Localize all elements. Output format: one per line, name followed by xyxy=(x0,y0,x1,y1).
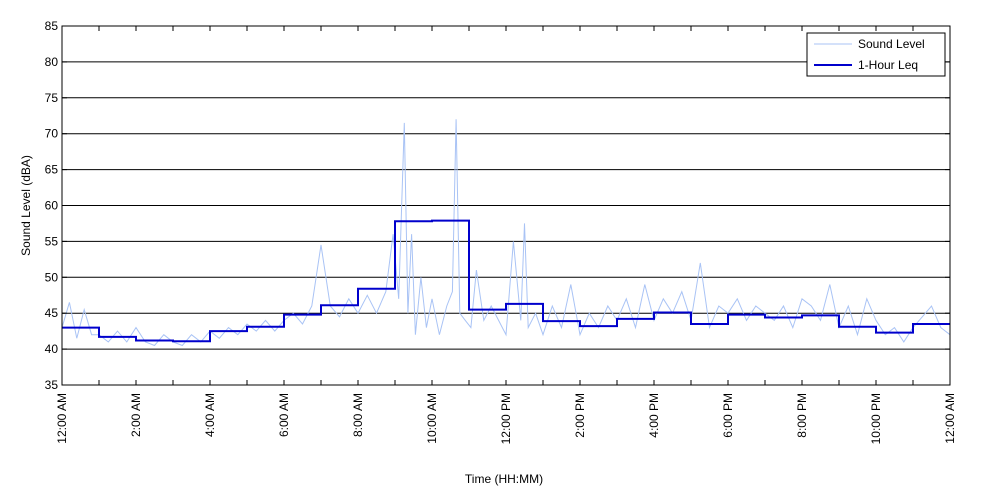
xtick-label-3: 6:00 AM xyxy=(277,393,291,437)
ytick-label-40: 40 xyxy=(45,342,59,356)
xtick-label-5: 10:00 AM xyxy=(425,393,439,444)
sound-level-series xyxy=(61,119,951,347)
ytick-label-65: 65 xyxy=(45,163,59,177)
ytick-label-35: 35 xyxy=(45,378,59,392)
ytick-label-75: 75 xyxy=(45,91,59,105)
xtick-label-9: 6:00 PM xyxy=(721,393,735,438)
ytick-label-80: 80 xyxy=(45,55,59,69)
xtick-label-12: 12:00 AM xyxy=(943,393,957,444)
ytick-label-70: 70 xyxy=(45,127,59,141)
xtick-label-6: 12:00 PM xyxy=(499,393,513,444)
ytick-label-45: 45 xyxy=(45,306,59,320)
legend: Sound Level 1-Hour Leq xyxy=(806,32,946,77)
x-axis-title: Time (HH:MM) xyxy=(465,472,543,486)
ytick-label-50: 50 xyxy=(45,270,59,284)
hourly-leq-series xyxy=(62,219,950,343)
ytick-label-55: 55 xyxy=(45,234,59,248)
legend-label-1-hour-leq: 1-Hour Leq xyxy=(858,58,918,72)
legend-box xyxy=(806,32,946,77)
xtick-label-0: 12:00 AM xyxy=(55,393,69,444)
ytick-label-60: 60 xyxy=(45,199,59,213)
xtick-label-11: 10:00 PM xyxy=(869,393,883,444)
y-axis-title: Sound Level (dBA) xyxy=(19,155,33,256)
xtick-label-1: 2:00 AM xyxy=(129,393,143,437)
series-line-sound-level xyxy=(61,119,951,347)
gridlines xyxy=(62,61,950,350)
xtick-label-8: 4:00 PM xyxy=(647,393,661,438)
legend-label-sound-level: Sound Level xyxy=(858,37,925,51)
ytick-label-85: 85 xyxy=(45,19,59,33)
x-axis-ticks: 12:00 AM 2:00 AM 4:00 AM 6:00 AM 8:00 AM 10:0… xyxy=(55,26,957,444)
y-axis-ticks: 35 40 45 50 55 60 65 70 75 80 85 xyxy=(45,19,950,392)
xtick-label-4: 8:00 AM xyxy=(351,393,365,437)
series-line-1-hour-leq xyxy=(62,219,950,343)
xtick-label-2: 4:00 AM xyxy=(203,393,217,437)
xtick-label-10: 8:00 PM xyxy=(795,393,809,438)
xtick-label-7: 2:00 PM xyxy=(573,393,587,438)
